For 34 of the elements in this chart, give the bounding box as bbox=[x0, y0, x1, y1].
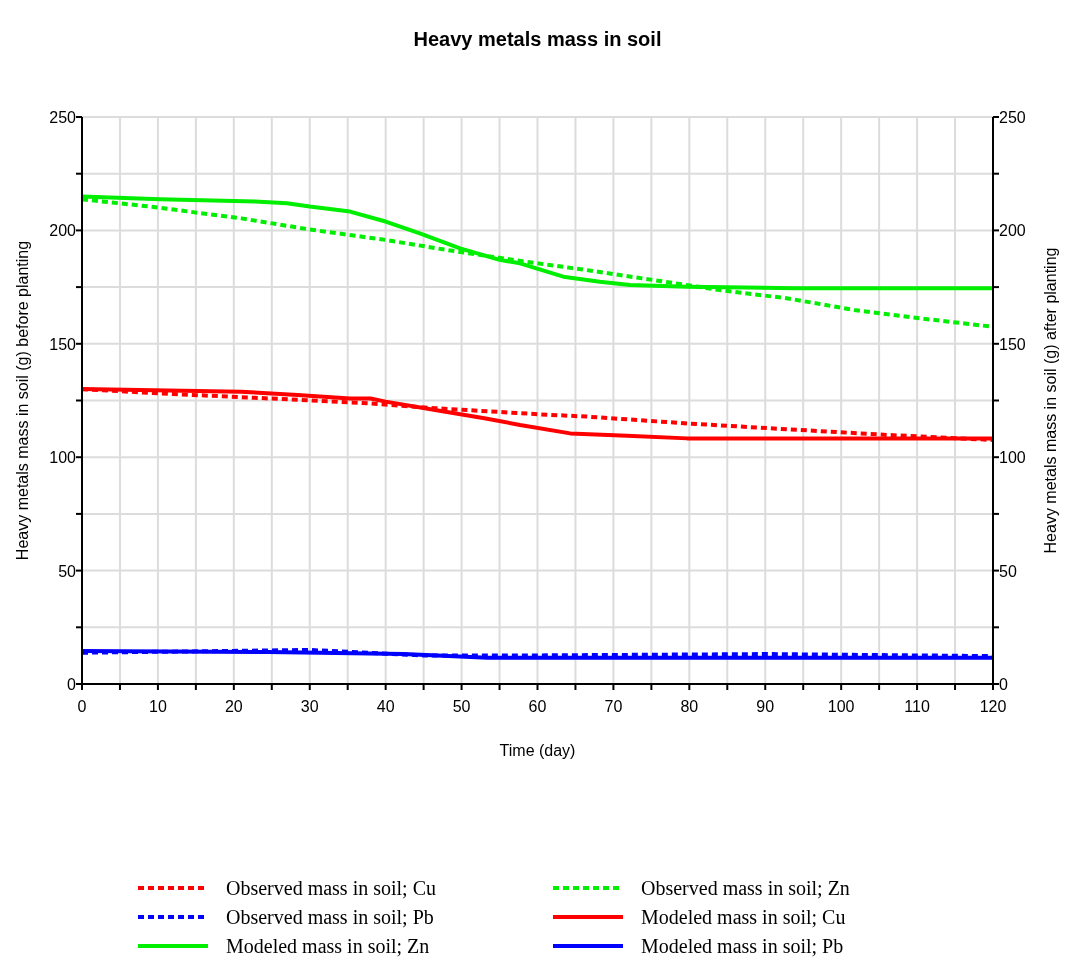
y2-tick-label: 200 bbox=[999, 222, 1026, 240]
y2-tick-label: 150 bbox=[999, 335, 1026, 353]
y-tick-label: 250 bbox=[49, 109, 77, 126]
y-tick-label: 0 bbox=[67, 676, 77, 693]
x-tick-label: 60 bbox=[528, 698, 547, 715]
legend-label: Observed mass in soil; Pb bbox=[226, 906, 434, 928]
legend-label: Modeled mass in soil; Cu bbox=[641, 906, 846, 928]
x-tick-label: 40 bbox=[376, 698, 395, 715]
y2-tick-label: 250 bbox=[999, 109, 1026, 126]
x-axis-title: Time (day) bbox=[499, 742, 576, 759]
y2-tick-label: 0 bbox=[999, 676, 1008, 693]
x-tick-label: 20 bbox=[224, 698, 243, 715]
x-tick-label: 70 bbox=[604, 698, 623, 715]
x-tick-label: 100 bbox=[827, 698, 855, 715]
x-tick-label: 120 bbox=[979, 698, 1007, 715]
y-tick-label: 150 bbox=[49, 335, 77, 353]
y-tick-label: 50 bbox=[58, 562, 77, 580]
x-tick-label: 90 bbox=[756, 698, 775, 715]
legend-label: Modeled mass in soil; Pb bbox=[641, 935, 844, 957]
legend-label: Modeled mass in soil; Zn bbox=[226, 935, 430, 957]
y-tick-label: 100 bbox=[49, 449, 77, 467]
y2-tick-label: 100 bbox=[999, 449, 1026, 467]
x-tick-label: 10 bbox=[149, 698, 167, 715]
x-tick-label: 50 bbox=[452, 698, 471, 715]
y2-axis-title: Heavy metals mass in soil (g) after planting bbox=[1042, 247, 1059, 554]
x-tick-label: 80 bbox=[680, 698, 699, 715]
y-tick-label: 200 bbox=[49, 222, 77, 240]
x-tick-label: 30 bbox=[300, 698, 319, 715]
y-axis-title: Heavy metals mass in soil (g) before planting bbox=[14, 240, 31, 561]
x-tick-label: 110 bbox=[904, 698, 930, 715]
y2-tick-label: 50 bbox=[999, 562, 1017, 580]
legend-label: Observed mass in soil; Zn bbox=[641, 877, 850, 899]
chart-title: Heavy metals mass in soil bbox=[413, 28, 662, 50]
legend-label: Observed mass in soil; Cu bbox=[226, 877, 436, 899]
